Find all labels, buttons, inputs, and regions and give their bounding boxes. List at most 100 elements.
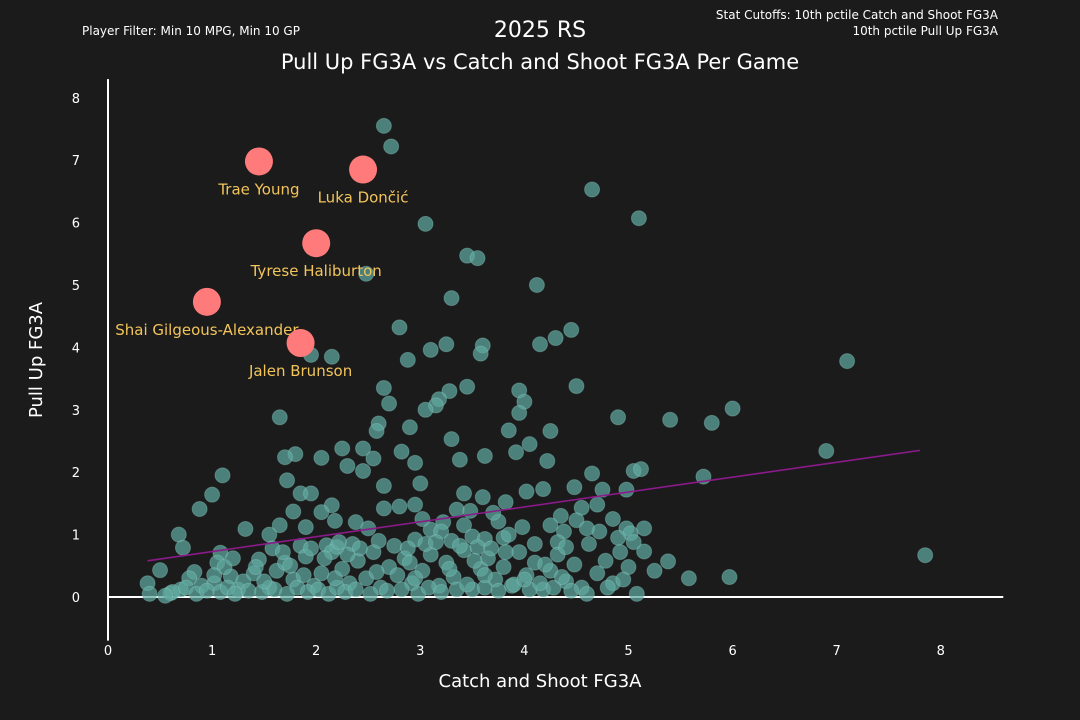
x-tick-label: 8 [937,644,945,659]
data-point [660,553,677,570]
data-point [313,565,330,582]
data-point [407,570,424,587]
data-point [393,581,410,598]
data-point [514,519,531,536]
data-point [599,579,616,596]
data-point [578,585,595,602]
data-point [516,571,533,588]
data-point [297,519,314,536]
data-point [375,477,392,494]
data-point [490,582,507,599]
data-point [313,449,330,466]
data-point [141,585,158,602]
data-point [414,511,431,527]
data-point [589,565,606,582]
data-point [375,379,392,396]
x-tick-label: 3 [416,644,424,659]
data-point [339,546,356,563]
data-point [553,569,570,586]
data-point [508,444,525,461]
data-point [469,250,486,267]
data-point [612,544,629,561]
data-point [526,535,543,552]
y-tick-label: 0 [72,591,80,606]
data-point [497,544,514,561]
data-point [558,539,575,556]
highlight-label: Trae Young [217,180,299,198]
data-point [443,290,460,307]
highlighted-players: Trae Young Luka Dončić Tyrese Haliburton Sh… [115,147,408,380]
data-point [240,582,257,599]
data-point [451,451,468,468]
data-point [632,461,649,478]
data-point [511,544,528,561]
data-point [532,575,549,592]
data-point [389,567,406,584]
data-point [495,559,512,576]
data-point [917,547,934,564]
data-point [412,475,429,492]
data-point [157,587,174,604]
data-point [597,552,614,569]
data-point [174,539,191,556]
chart-subtitle: Pull Up FG3A vs Catch and Shoot FG3A Per… [280,50,800,74]
data-point [302,540,319,557]
data-point [547,330,564,347]
data-point [368,564,385,581]
highlight-label: Jalen Brunson [248,362,352,380]
data-point [355,462,372,479]
data-point [563,321,580,338]
y-tick-label: 8 [72,92,80,107]
data-point [466,552,483,569]
data-point [839,353,856,370]
data-point [451,537,468,554]
data-point [542,517,559,534]
data-point [818,442,835,459]
data-point [630,210,647,227]
data-point [399,540,416,557]
data-point [578,520,595,537]
y-tick-label: 7 [72,154,80,169]
y-tick-label: 2 [72,466,80,481]
highlight-label: Tyrese Haliburton [250,262,382,280]
stat-cutoff-note-line1: Stat Cutoffs: 10th pctile Catch and Shoo… [715,8,998,22]
data-point [443,431,460,448]
data-point [610,409,627,426]
stat-cutoff-note-line2: 10th pctile Pull Up FG3A [852,24,998,38]
highlight-point [244,147,273,176]
data-point [469,539,486,556]
data-point [476,567,493,584]
data-point [347,581,364,598]
data-point [680,570,697,587]
data-point [198,582,215,599]
data-point [316,550,333,567]
data-point [386,537,403,554]
highlight-label: Luka Dončić [318,189,409,207]
chart-title: 2025 RS [493,18,587,43]
data-point [368,423,385,440]
data-point [276,449,293,466]
data-point [537,556,554,573]
data-point [604,511,621,527]
player-filter-note: Player Filter: Min 10 MPG, Min 10 GP [82,24,300,38]
data-point [511,404,528,421]
data-point [618,481,635,498]
data-point [362,585,379,602]
data-point [542,423,559,440]
data-point [285,503,302,520]
data-point [459,378,476,395]
highlight-point [286,329,315,358]
data-point [365,450,382,467]
y-axis-label: Pull Up FG3A [26,301,47,418]
data-point [594,481,611,498]
data-point [339,457,356,474]
data-point [204,486,221,503]
data-point [401,554,418,571]
data-point [417,215,434,232]
data-point [370,532,387,549]
data-point [152,562,169,579]
data-point [214,467,231,484]
data-point [375,117,392,134]
x-tick-label: 7 [833,644,841,659]
x-tick-label: 6 [728,644,736,659]
